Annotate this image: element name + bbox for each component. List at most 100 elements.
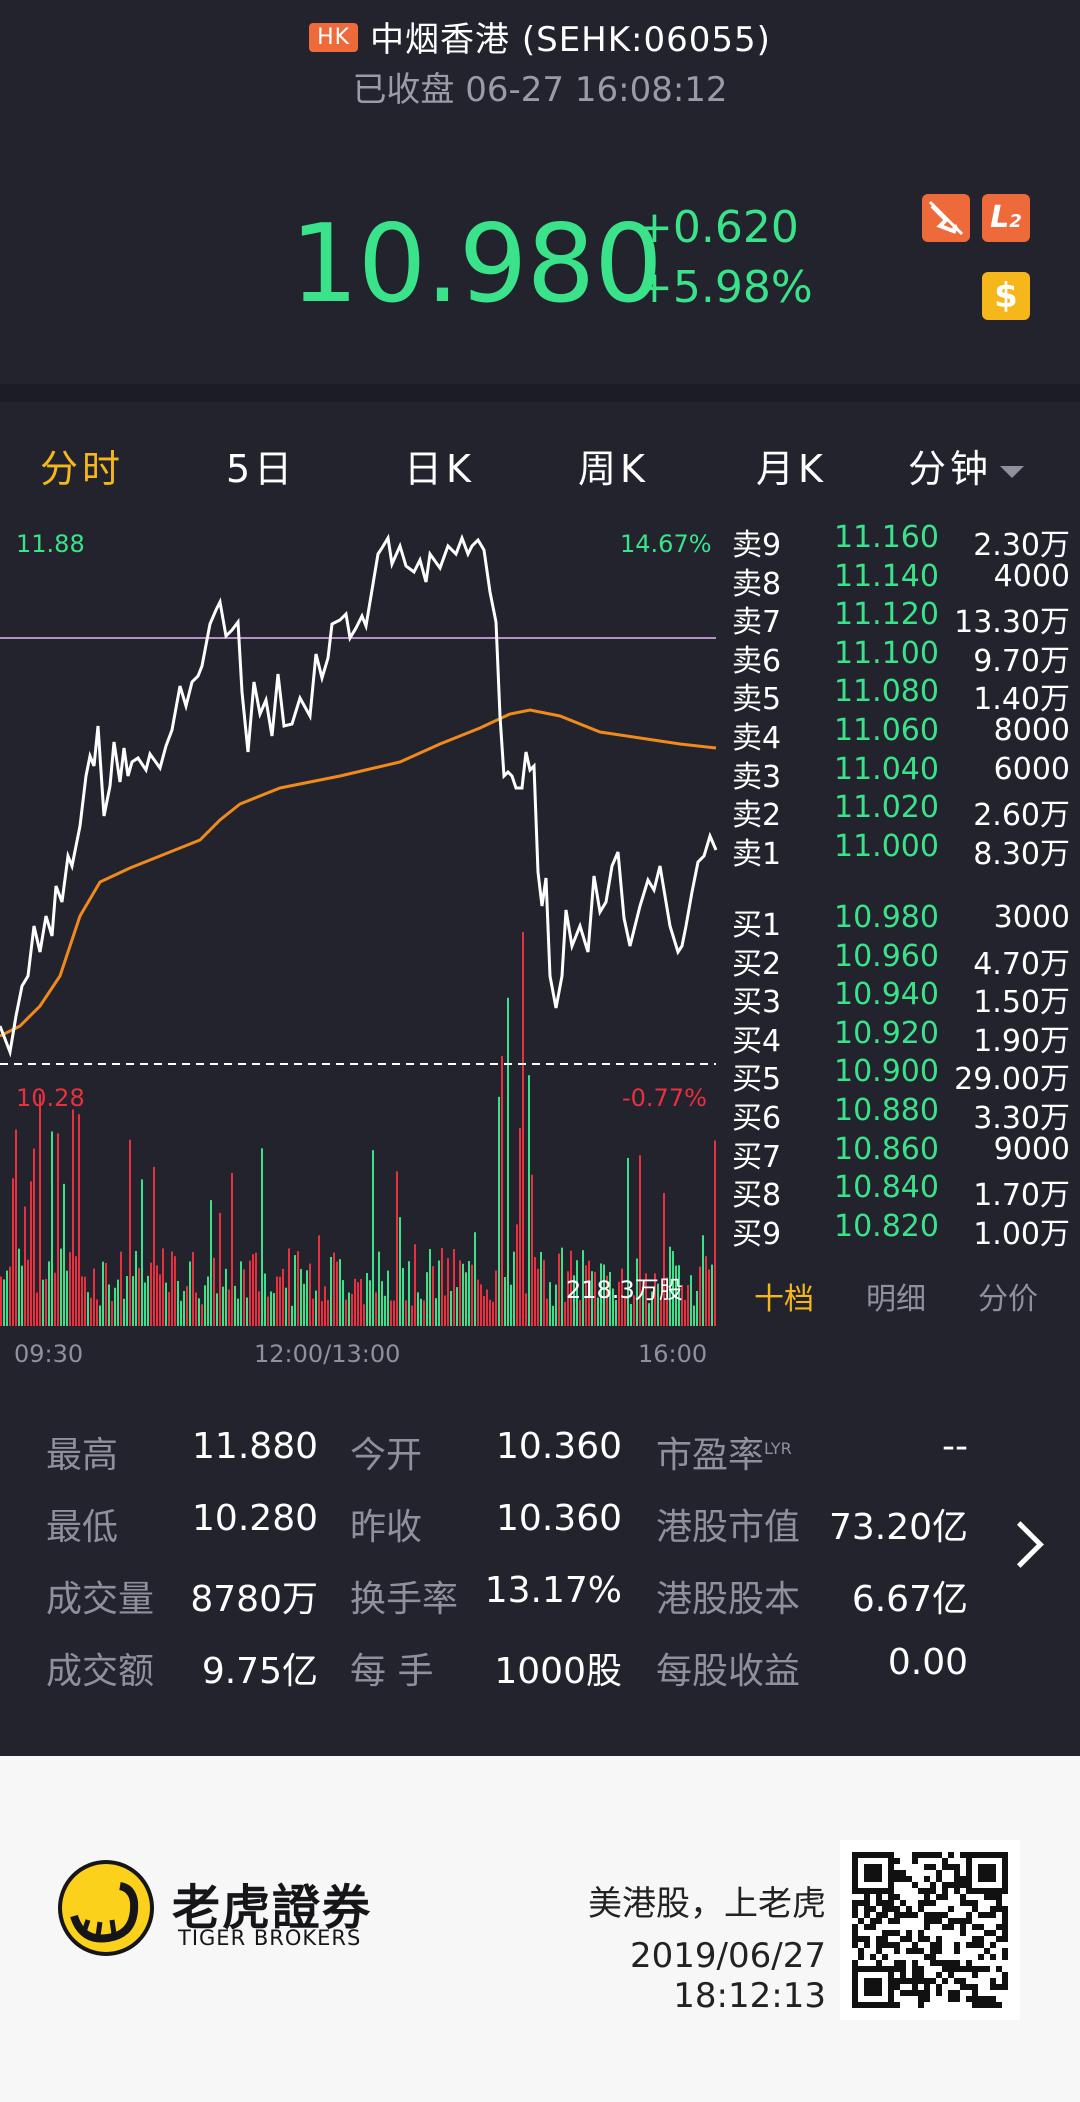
volume-bar bbox=[591, 1271, 593, 1326]
volume-bar bbox=[36, 1292, 38, 1326]
volume-bar bbox=[84, 1276, 86, 1326]
volume-bar bbox=[450, 1291, 452, 1326]
ask-volume: 8000 bbox=[993, 713, 1070, 748]
ask-row[interactable]: 卖2 11.020 2.60万 bbox=[730, 790, 1070, 833]
stat-value: 10.280 bbox=[192, 1498, 318, 1539]
ask-price: 11.160 bbox=[834, 520, 939, 555]
bid-row[interactable]: 买1 10.980 3000 bbox=[730, 900, 1070, 943]
volume-bar bbox=[633, 1295, 635, 1326]
market-status: 已收盘 06-27 16:08:12 bbox=[352, 70, 728, 110]
volume-bar bbox=[153, 1166, 155, 1326]
bid-row[interactable]: 买4 10.920 1.90万 bbox=[730, 1016, 1070, 1059]
stat-label: 最高 bbox=[46, 1435, 119, 1476]
volume-bar bbox=[504, 1277, 506, 1326]
tab-ten-levels[interactable]: 十档 bbox=[754, 1282, 814, 1317]
volume-bar bbox=[519, 1127, 521, 1326]
volume-bar bbox=[459, 1260, 461, 1326]
bid-row[interactable]: 买7 10.860 9000 bbox=[730, 1131, 1070, 1175]
price-line bbox=[0, 533, 718, 1058]
volume-bar bbox=[525, 1293, 527, 1326]
volume-bar bbox=[693, 1305, 695, 1326]
stat-value: 0.00 bbox=[887, 1642, 968, 1683]
bid-price: 10.900 bbox=[834, 1054, 939, 1090]
volume-bar bbox=[222, 1286, 224, 1326]
stat-value: 13.17% bbox=[484, 1570, 622, 1611]
volume-bar bbox=[381, 1281, 383, 1326]
volume-bar bbox=[429, 1249, 431, 1326]
order-book[interactable]: 卖9 11.160 2.30万 卖8 11.140 4000 卖7 11.120… bbox=[730, 506, 1080, 1266]
volume-bar bbox=[555, 1284, 557, 1326]
ask-row[interactable]: 卖5 11.080 1.40万 bbox=[730, 674, 1070, 717]
volume-bar bbox=[396, 1171, 398, 1326]
volume-bar bbox=[120, 1251, 122, 1326]
volume-bar bbox=[711, 1264, 713, 1326]
ask-row[interactable]: 卖8 11.140 4000 bbox=[730, 558, 1070, 602]
volume-bar bbox=[351, 1293, 353, 1326]
ask-row[interactable]: 卖7 11.120 13.30万 bbox=[730, 597, 1070, 640]
ask-volume: 4000 bbox=[993, 558, 1070, 594]
volume-bar bbox=[675, 1265, 677, 1326]
stat-label: 市盈率LYR bbox=[656, 1435, 792, 1476]
volume-bar bbox=[75, 1256, 77, 1326]
bid-volume: 29.00万 bbox=[954, 1062, 1070, 1098]
volume-bar bbox=[228, 1289, 230, 1326]
volume-bar bbox=[621, 1268, 623, 1326]
bid-row[interactable]: 买3 10.940 1.50万 bbox=[730, 977, 1070, 1020]
level2-icon[interactable]: L2 bbox=[982, 194, 1030, 242]
volume-bar bbox=[240, 1261, 242, 1326]
tab-daily-k[interactable]: 日K bbox=[404, 447, 475, 491]
volume-bar bbox=[48, 1261, 50, 1326]
ask-price: 11.000 bbox=[834, 828, 939, 864]
ask-row[interactable]: 卖9 11.160 2.30万 bbox=[730, 520, 1070, 563]
volume-bar bbox=[324, 1286, 326, 1326]
volume-bar bbox=[471, 1264, 473, 1326]
volume-bar bbox=[417, 1292, 419, 1326]
tab-price-distribution[interactable]: 分价 bbox=[978, 1282, 1038, 1317]
volume-bar bbox=[549, 1282, 551, 1326]
volume-bar bbox=[513, 1251, 515, 1326]
volume-bar bbox=[516, 1224, 518, 1326]
tab-intraday[interactable]: 分时 bbox=[40, 447, 125, 491]
bid-volume: 1.90万 bbox=[973, 1023, 1070, 1059]
stat-value: -- bbox=[942, 1426, 968, 1467]
bell-off-icon[interactable] bbox=[922, 194, 970, 242]
volume-bar bbox=[156, 1265, 158, 1326]
volume-bar bbox=[522, 931, 524, 1326]
tab-weekly-k[interactable]: 周K bbox=[578, 447, 649, 491]
bid-row[interactable]: 买5 10.900 29.00万 bbox=[730, 1054, 1070, 1097]
bid-row[interactable]: 买8 10.840 1.70万 bbox=[730, 1170, 1070, 1213]
ask-row[interactable]: 卖6 11.100 9.70万 bbox=[730, 636, 1070, 679]
bid-row[interactable]: 买6 10.880 3.30万 bbox=[730, 1093, 1070, 1136]
volume-bar bbox=[21, 1265, 23, 1326]
bid-row[interactable]: 买2 10.960 4.70万 bbox=[730, 939, 1070, 982]
stat-label: 每股收益 bbox=[656, 1651, 801, 1692]
volume-bar bbox=[282, 1268, 284, 1326]
ask-row[interactable]: 卖4 11.060 8000 bbox=[730, 713, 1070, 756]
volume-bar bbox=[510, 1284, 512, 1326]
volume-bar bbox=[597, 1297, 599, 1326]
volume-bar bbox=[690, 1275, 692, 1326]
volume-bar bbox=[177, 1280, 179, 1326]
bid-row[interactable]: 买9 10.820 1.00万 bbox=[730, 1209, 1070, 1252]
volume-bar bbox=[252, 1254, 254, 1326]
tab-5day[interactable]: 5日 bbox=[226, 447, 297, 491]
volume-bar bbox=[684, 1299, 686, 1326]
dollar-icon[interactable]: $ bbox=[982, 272, 1030, 320]
volume-bar bbox=[96, 1299, 98, 1326]
ask-row[interactable]: 卖1 11.000 8.30万 bbox=[730, 828, 1070, 872]
volume-bar bbox=[198, 1298, 200, 1326]
volume-bar bbox=[18, 1248, 20, 1326]
tab-details[interactable]: 明细 bbox=[866, 1282, 926, 1317]
tab-minute[interactable]: 分钟 bbox=[908, 438, 1025, 493]
high-price-label: 11.88 bbox=[16, 530, 85, 558]
volume-bar bbox=[174, 1256, 176, 1326]
ask-row[interactable]: 卖3 11.040 6000 bbox=[730, 752, 1070, 795]
tab-monthly-k[interactable]: 月K bbox=[756, 447, 827, 491]
volume-bar bbox=[420, 1298, 422, 1326]
volume-bar bbox=[375, 1292, 377, 1326]
intraday-chart[interactable]: 11.88 14.67% 10.28 -0.77% 218.3万股 09:30 … bbox=[0, 506, 720, 1386]
bid-volume: 9000 bbox=[993, 1131, 1070, 1167]
volume-bar bbox=[27, 1259, 29, 1326]
volume-bar bbox=[327, 1299, 329, 1326]
volume-bar bbox=[618, 1281, 620, 1326]
